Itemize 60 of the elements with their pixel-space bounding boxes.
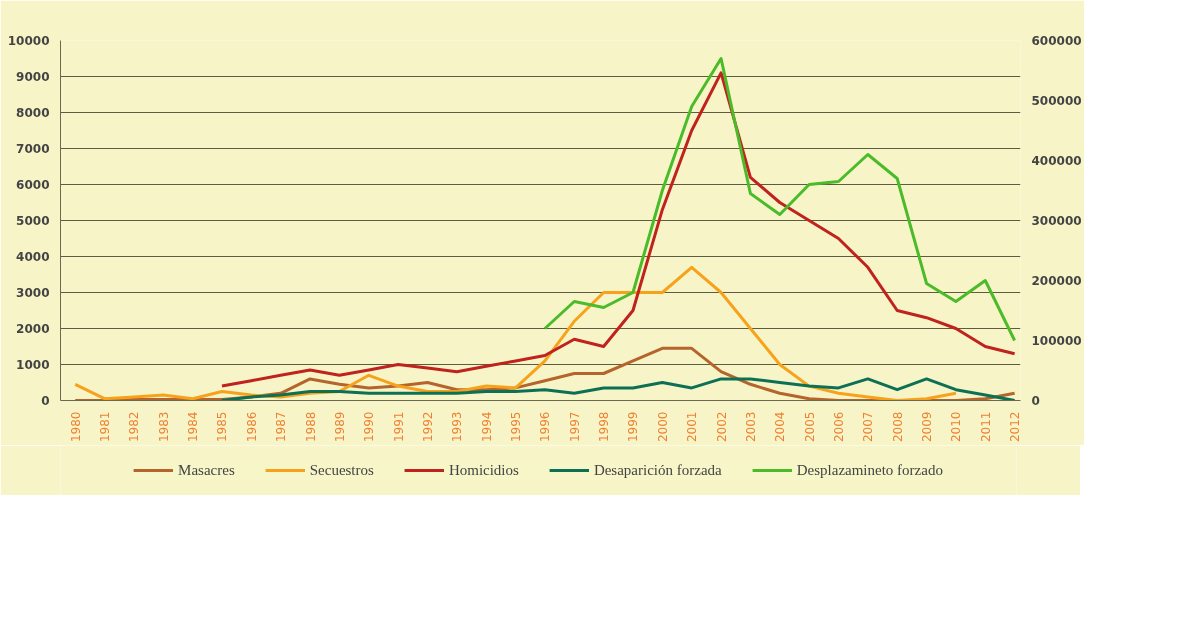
y-tick-label: 1000 [16,358,50,372]
legend-label: Homicidios [448,461,519,479]
x-tick-label: 2002 [714,411,729,443]
y-tick-label: 10000 [7,34,50,48]
x-tick-label: 1988 [303,411,318,443]
line-series [220,71,1017,388]
line-series [73,265,958,401]
legend-label: Desplazamineto forzado [796,461,943,479]
x-tick-label: 1983 [156,411,171,443]
x-tick-label: 1997 [567,411,582,443]
x-tick-label: 1981 [98,411,113,443]
x-tick-label: 1995 [509,411,524,443]
y-tick-label: 5000 [16,214,50,228]
y-tick-label: 8000 [16,106,50,120]
x-tick-label: 1985 [215,411,230,443]
x-tick-label: 1999 [626,411,641,443]
y-tick-label: 0 [41,394,50,408]
x-tick-label: 1982 [127,411,142,443]
x-tick-label: 1998 [597,411,612,443]
x-tick-label: 2006 [831,411,846,443]
x-tick-label: 1994 [479,411,494,443]
x-tick-label: 2001 [685,411,700,443]
x-tick-label: 2008 [890,411,905,443]
x-tick-label: 1987 [274,411,289,443]
y-tick-label: 9000 [16,70,50,84]
y2-tick-label: 500000 [1031,94,1082,108]
y2-tick-label: 300000 [1031,214,1082,228]
x-tick-label: 1990 [362,411,377,443]
x-tick-label: 2004 [773,411,788,443]
y2-tick-label: 100000 [1031,334,1082,348]
x-tick-label: 2012 [1008,411,1023,443]
x-tick-label: 2005 [802,411,817,443]
y2-tick-label: 600000 [1031,34,1082,48]
legend-label: Masacres [178,461,235,479]
x-tick-label: 2011 [978,411,993,443]
x-tick-label: 1980 [68,411,83,443]
y-tick-label: 2000 [16,322,50,336]
x-tick-label: 2010 [949,411,964,443]
y2-tick-label: 200000 [1031,274,1082,288]
legend-label: Secuestros [309,461,374,479]
x-tick-label: 1993 [450,411,465,443]
x-tick-label: 2003 [743,411,758,443]
y2-tick-label: 400000 [1031,154,1082,168]
y-tick-label: 7000 [16,142,50,156]
x-tick-label: 2007 [861,411,876,443]
y2-tick-label: 0 [1031,394,1040,408]
x-tick-label: 1991 [391,411,406,443]
x-tick-label: 1996 [538,411,553,443]
y-tick-label: 4000 [16,250,50,264]
x-tick-label: 1992 [420,411,435,443]
x-tick-label: 1986 [244,411,259,443]
y-tick-label: 3000 [16,286,50,300]
line-series [220,377,1017,401]
legend-label: Desaparición forzada [593,461,722,479]
x-tick-label: 1984 [186,411,201,443]
x-tick-label: 2009 [920,411,935,443]
x-tick-label: 2000 [655,411,670,443]
line-series [543,57,1017,342]
x-tick-label: 1989 [332,411,347,443]
y-tick-label: 6000 [16,178,50,192]
